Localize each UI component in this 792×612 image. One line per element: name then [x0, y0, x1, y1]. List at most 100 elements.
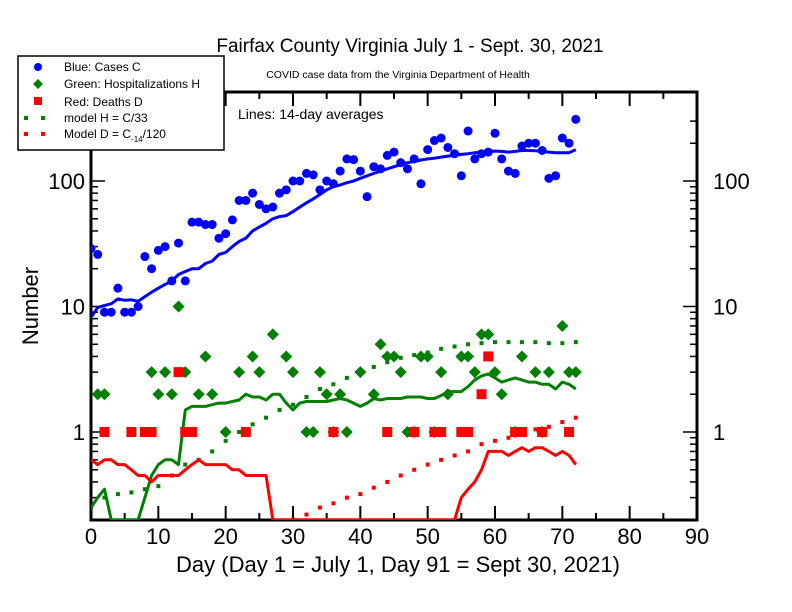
y-axis-label: Number — [18, 267, 43, 345]
x-tick-label: 50 — [415, 524, 439, 549]
data-point-deaths — [99, 427, 110, 437]
data-point-hospitalizations — [152, 388, 165, 401]
data-point-hospitalizations — [300, 426, 313, 438]
data-point-cases — [335, 166, 345, 176]
data-point-cases — [207, 220, 217, 230]
data-point-cases — [315, 185, 325, 195]
data-point-hospitalizations — [475, 328, 488, 341]
data-point-cases — [450, 149, 460, 159]
dotted-point-model-h-c-33 — [277, 407, 282, 412]
dotted-point-model-h-c-33 — [371, 364, 376, 369]
data-point-hospitalizations — [381, 350, 394, 363]
data-point-cases — [416, 179, 426, 189]
dotted-point-model-h-c-33 — [115, 492, 120, 497]
dotted-point-model-h-c-33 — [493, 340, 497, 345]
data-point-cases — [234, 195, 244, 205]
data-point-hospitalizations — [394, 366, 407, 379]
data-point-hospitalizations — [206, 388, 219, 401]
data-point-cases — [477, 149, 487, 159]
data-point-cases — [557, 133, 567, 143]
legend-label-deaths: Red: Deaths D — [64, 95, 143, 109]
data-point-cases — [510, 168, 520, 178]
dotted-point-model-d-c-14-120 — [385, 479, 390, 484]
data-point-deaths — [516, 427, 527, 437]
dotted-point-model-h-c-33 — [573, 340, 578, 345]
data-point-hospitalizations — [515, 350, 528, 363]
data-point-hospitalizations — [334, 388, 347, 401]
data-point-cases — [551, 171, 561, 181]
data-point-hospitalizations — [462, 350, 475, 363]
data-point-deaths — [173, 367, 184, 378]
data-point-cases — [200, 220, 210, 230]
data-point-cases — [126, 307, 136, 317]
dotted-point-model-h-c-33 — [210, 449, 215, 454]
data-point-cases — [456, 171, 466, 181]
legend-label-model-d-tail: /120 — [143, 127, 167, 141]
dotted-point-model-h-c-33 — [533, 340, 538, 345]
data-point-hospitalizations — [145, 366, 158, 379]
data-point-deaths — [187, 427, 197, 437]
data-point-hospitalizations — [313, 366, 326, 379]
data-point-cases — [106, 307, 116, 317]
dotted-point-model-d-c-14-120 — [439, 457, 444, 462]
data-point-hospitalizations — [421, 350, 434, 363]
y-axis-tick-labels-right: 1 10 100 — [713, 169, 750, 445]
data-point-hospitalizations — [233, 366, 246, 379]
data-point-hospitalizations — [563, 366, 576, 379]
data-point-hospitalizations — [435, 366, 448, 379]
data-point-hospitalizations — [159, 366, 172, 379]
data-point-cases — [93, 249, 103, 259]
data-point-cases — [349, 155, 359, 165]
data-point-cases — [308, 170, 318, 180]
x-tick-label: 30 — [281, 524, 305, 549]
legend-dotted-red-icon — [41, 132, 45, 136]
chart-title: Fairfax County Virginia July 1 - Sept. 3… — [216, 36, 603, 57]
data-point-hospitalizations — [280, 350, 293, 363]
legend-box — [17, 55, 225, 151]
y-tick-label-right: 100 — [713, 169, 750, 194]
data-point-cases — [564, 138, 574, 148]
data-point-deaths — [537, 427, 548, 437]
dotted-point-model-h-c-33 — [452, 344, 457, 349]
data-point-cases — [133, 302, 143, 311]
x-axis-label: Day (Day 1 = July 1, Day 91 = Sept 30, 2… — [176, 552, 620, 577]
data-point-cases — [389, 147, 399, 157]
data-point-deaths — [429, 427, 440, 437]
data-point-cases — [227, 215, 237, 225]
data-point-cases — [275, 188, 285, 198]
dotted-point-model-h-c-33 — [331, 382, 336, 387]
dotted-point-model-d-c-14-120 — [304, 512, 309, 517]
data-point-cases — [470, 154, 480, 164]
data-point-deaths — [409, 427, 420, 437]
data-point-cases — [402, 164, 412, 174]
dotted-point-model-d-c-14-120 — [317, 505, 322, 510]
series-clip-group — [91, 114, 582, 520]
data-point-cases — [537, 145, 547, 155]
dotted-point-model-d-c-14-120 — [546, 424, 551, 429]
dotted-point-model-d-c-14-120 — [479, 442, 484, 447]
data-point-cases — [524, 138, 534, 148]
dotted-point-model-h-c-33 — [291, 402, 295, 407]
data-point-hospitalizations — [354, 366, 367, 379]
data-point-cases — [436, 133, 446, 143]
data-point-cases — [396, 158, 406, 168]
legend-label-hospitalizations: Green: Hospitalizations H — [64, 77, 200, 91]
dotted-point-model-d-c-14-120 — [398, 473, 403, 478]
data-point-cases — [180, 276, 190, 286]
dotted-point-model-h-c-33 — [237, 430, 242, 434]
data-point-hospitalizations — [569, 366, 582, 379]
legend-label-model-d: Model D = C-14/120 — [64, 127, 166, 144]
dotted-point-model-d-c-14-120 — [466, 449, 471, 454]
data-point-cases — [261, 204, 271, 214]
data-point-hospitalizations — [287, 366, 299, 379]
chart-subtitle: COVID case data from the Virginia Depart… — [266, 69, 530, 81]
data-point-hospitalizations — [253, 366, 266, 379]
legend-label-model-d-sub: -14 — [131, 135, 143, 144]
legend-label-model-h: model H = C/33 — [64, 111, 148, 125]
dotted-point-model-h-c-33 — [317, 387, 322, 392]
data-point-cases — [113, 283, 123, 293]
data-point-cases — [160, 242, 170, 252]
y-tick-label-right: 1 — [713, 420, 725, 445]
data-point-cases — [174, 238, 184, 248]
data-point-cases — [147, 264, 157, 274]
